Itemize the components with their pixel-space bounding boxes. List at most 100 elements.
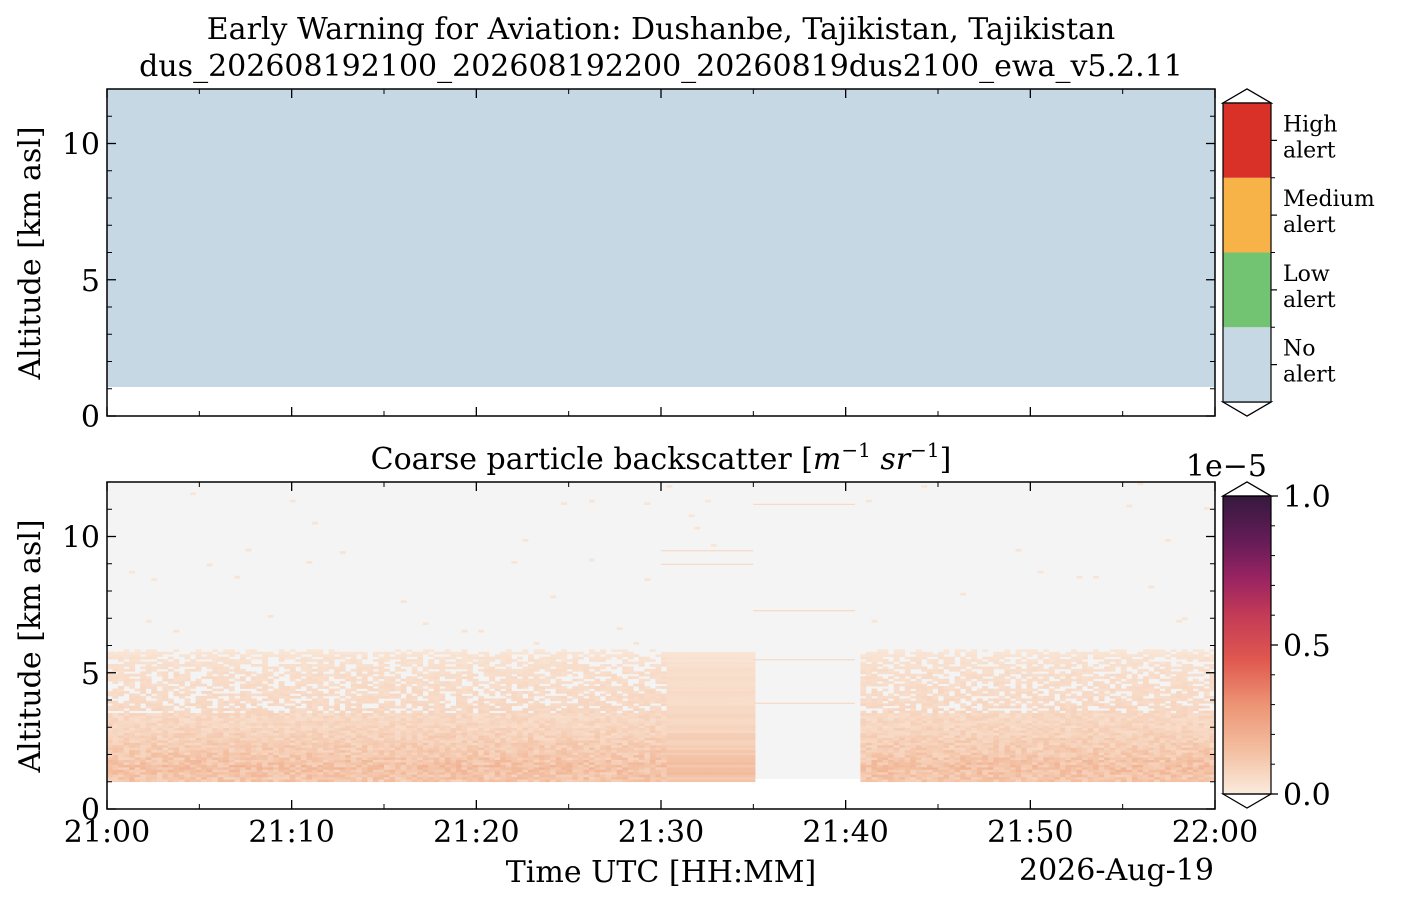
backscatter-cell [461, 700, 468, 704]
backscatter-cell [683, 749, 690, 753]
backscatter-cell [522, 747, 529, 751]
backscatter-cell [345, 678, 352, 682]
backscatter-cell [517, 779, 523, 783]
backscatter-cell [622, 767, 629, 770]
backscatter-cell [306, 754, 313, 758]
backscatter-cell [644, 710, 651, 714]
backscatter-cell [688, 718, 695, 721]
backscatter-cell [550, 720, 557, 724]
backscatter-cell [240, 668, 246, 672]
backscatter-cell [345, 703, 352, 707]
backscatter-cell [467, 673, 473, 677]
backscatter-cell [694, 664, 701, 667]
backscatter-cell [522, 732, 529, 736]
backscatter-cell [262, 710, 268, 714]
backscatter-cell [367, 668, 374, 672]
backscatter-cell [312, 762, 318, 765]
backscatter-cell [572, 661, 579, 665]
backscatter-cell [461, 715, 468, 719]
backscatter-cell [123, 705, 130, 709]
backscatter-cell [517, 651, 523, 655]
backscatter-cell [134, 700, 141, 704]
backscatter-cell [439, 671, 446, 675]
backscatter-cell [594, 740, 601, 743]
backscatter-cell [411, 742, 418, 746]
backscatter-cell [323, 715, 329, 719]
backscatter-cell [489, 732, 496, 736]
backscatter-cell [262, 725, 268, 729]
backscatter-cell [228, 668, 235, 672]
backscatter-cell [505, 759, 512, 763]
backscatter-cell [627, 745, 634, 748]
backscatter-cell [317, 661, 324, 665]
backscatter-cell [422, 749, 429, 753]
backscatter-cell [145, 649, 152, 653]
backscatter-cell [278, 673, 285, 677]
backscatter-cell [334, 730, 340, 733]
backscatter-cell [555, 686, 562, 689]
backscatter-cell [616, 769, 623, 773]
backscatter-cell [195, 656, 202, 660]
backscatter-cell [228, 718, 235, 721]
backscatter-cell [312, 727, 318, 731]
backscatter-cell [212, 649, 219, 653]
backscatter-cell [666, 754, 673, 758]
backscatter-cell [356, 749, 363, 753]
backscatter-cell [145, 664, 152, 667]
backscatter-cell [539, 727, 545, 731]
backscatter-cell [522, 691, 529, 694]
backscatter-cell [489, 759, 496, 763]
backscatter-cell [378, 727, 385, 731]
backscatter-cell [688, 754, 695, 758]
backscatter-cell [356, 737, 363, 741]
backscatter-cell [312, 713, 318, 716]
backscatter-cell [472, 774, 479, 778]
backscatter-cell [212, 740, 219, 743]
backscatter-cell [444, 688, 451, 692]
backscatter-cell [256, 725, 263, 729]
backscatter-cell [201, 651, 208, 655]
backscatter-cell [278, 730, 285, 733]
backscatter-cell [334, 732, 340, 736]
backscatter-cell [566, 688, 573, 692]
backscatter-cell [544, 668, 551, 672]
backscatter-cell [201, 708, 208, 711]
backscatter-cell [616, 627, 623, 630]
backscatter-cell [616, 654, 623, 657]
backscatter-cell [450, 762, 457, 765]
backscatter-cell [622, 740, 629, 743]
backscatter-cell [522, 649, 529, 653]
backscatter-cell [140, 757, 147, 760]
backscatter-cell [184, 740, 191, 743]
backscatter-cell [500, 708, 507, 711]
backscatter-cell [694, 673, 701, 677]
backscatter-cell [533, 745, 540, 748]
backscatter-cell [616, 681, 623, 684]
backscatter-cell [505, 708, 512, 711]
backscatter-cell [489, 722, 496, 726]
backscatter-cell [666, 749, 673, 753]
backscatter-cell [289, 769, 296, 773]
backscatter-cell [228, 681, 235, 684]
backscatter-cell [577, 720, 584, 724]
backscatter-cell [378, 754, 385, 758]
backscatter-cell [467, 715, 473, 719]
backscatter-cell [361, 727, 368, 731]
backscatter-cell [328, 735, 335, 738]
backscatter-cell [444, 651, 451, 655]
backscatter-cell [417, 656, 424, 660]
backscatter-cell [284, 771, 291, 775]
backscatter-cell [372, 720, 379, 724]
backscatter-cell [594, 718, 601, 721]
backscatter-cell [611, 720, 617, 724]
backscatter-cell [500, 749, 507, 753]
backscatter-cell [284, 691, 291, 694]
backscatter-cell [289, 737, 296, 741]
backscatter-cell [195, 752, 202, 756]
backscatter-cell [544, 651, 551, 655]
backscatter-cell [206, 664, 213, 667]
backscatter-cell [234, 661, 241, 665]
backscatter-cell [666, 732, 673, 736]
backscatter-cell [112, 678, 119, 682]
backscatter-cell [522, 779, 529, 783]
